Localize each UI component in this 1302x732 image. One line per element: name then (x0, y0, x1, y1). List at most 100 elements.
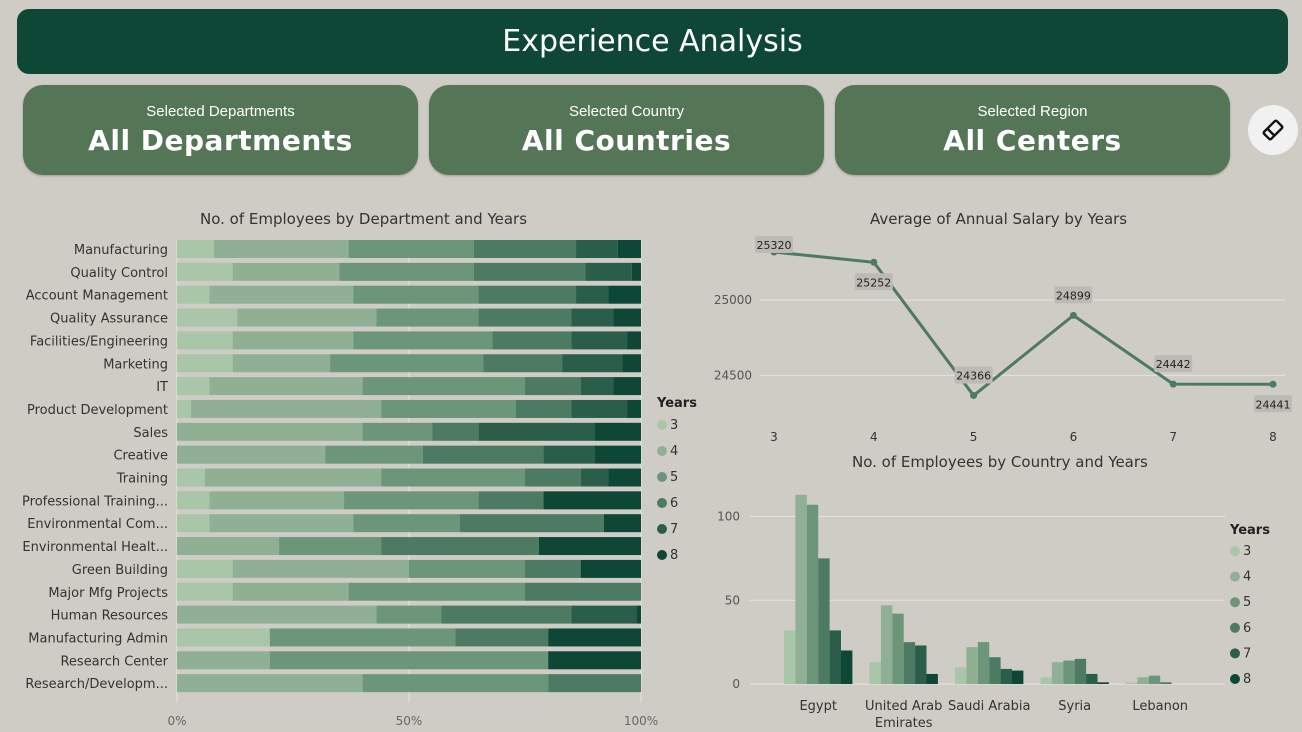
bar-segment[interactable] (177, 582, 233, 601)
bar[interactable] (1148, 675, 1161, 684)
bar[interactable] (818, 558, 830, 684)
bar-segment[interactable] (269, 628, 456, 647)
data-point[interactable] (1269, 380, 1277, 388)
bar-segment[interactable] (571, 331, 628, 350)
bar-segment[interactable] (209, 514, 354, 533)
bar-segment[interactable] (460, 514, 604, 533)
bar-segment[interactable] (177, 422, 363, 441)
bar-segment[interactable] (631, 262, 641, 281)
bar-segment[interactable] (344, 491, 479, 510)
bar[interactable] (903, 642, 916, 684)
bar-segment[interactable] (576, 285, 609, 304)
selected-country-card[interactable]: Selected Country All Countries (429, 85, 824, 175)
bar-segment[interactable] (214, 240, 349, 258)
bar-segment[interactable] (177, 514, 210, 533)
bar-segment[interactable] (525, 582, 641, 601)
bar[interactable] (1063, 660, 1075, 684)
bar[interactable] (1160, 682, 1172, 684)
bar[interactable] (989, 657, 1001, 684)
bar-segment[interactable] (177, 262, 233, 281)
bar-segment[interactable] (209, 491, 345, 510)
bar-segment[interactable] (483, 354, 563, 373)
selected-departments-card[interactable]: Selected Departments All Departments (23, 85, 418, 175)
bar[interactable] (977, 642, 990, 684)
bar-segment[interactable] (627, 399, 641, 418)
bar[interactable] (1126, 682, 1138, 684)
bar[interactable] (1086, 673, 1098, 684)
bar-segment[interactable] (376, 308, 479, 327)
bar-segment[interactable] (177, 559, 233, 578)
bar-segment[interactable] (232, 331, 354, 350)
bar-segment[interactable] (580, 559, 641, 578)
bar-segment[interactable] (538, 537, 641, 556)
bar-segment[interactable] (613, 377, 641, 396)
bar-segment[interactable] (376, 605, 442, 624)
bar-segment[interactable] (548, 651, 641, 670)
bar-segment[interactable] (478, 285, 577, 304)
bar-segment[interactable] (177, 308, 238, 327)
clear-filters-button[interactable] (1248, 105, 1298, 155)
bar[interactable] (1137, 677, 1149, 684)
bar-segment[interactable] (381, 537, 539, 556)
bar-segment[interactable] (177, 445, 326, 464)
bar-segment[interactable] (177, 537, 280, 556)
bar-segment[interactable] (548, 628, 641, 647)
bar-segment[interactable] (362, 674, 549, 693)
bar-segment[interactable] (177, 240, 215, 258)
bar-segment[interactable] (381, 399, 516, 418)
bar-segment[interactable] (608, 285, 641, 304)
bar-segment[interactable] (613, 308, 641, 327)
bar-segment[interactable] (353, 331, 493, 350)
bar-segment[interactable] (432, 422, 479, 441)
bar-segment[interactable] (594, 445, 641, 464)
bar[interactable] (1097, 682, 1109, 684)
data-point[interactable] (870, 258, 878, 266)
bar-segment[interactable] (543, 445, 595, 464)
bar-segment[interactable] (209, 285, 354, 304)
bar-segment[interactable] (348, 240, 474, 258)
bar-segment[interactable] (478, 491, 544, 510)
bar-segment[interactable] (580, 377, 614, 396)
bar-segment[interactable] (627, 331, 641, 350)
bar-segment[interactable] (232, 559, 409, 578)
data-point[interactable] (1169, 380, 1177, 388)
bar[interactable] (955, 667, 967, 684)
bar[interactable] (795, 494, 807, 684)
bar-segment[interactable] (353, 514, 461, 533)
bar-segment[interactable] (177, 468, 205, 487)
bar-segment[interactable] (177, 285, 210, 304)
bar[interactable] (966, 647, 978, 684)
data-point[interactable] (970, 392, 978, 400)
bar[interactable] (784, 630, 796, 684)
bar-segment[interactable] (422, 445, 544, 464)
bar-segment[interactable] (478, 308, 572, 327)
bar-segment[interactable] (543, 491, 641, 510)
bar-segment[interactable] (548, 674, 641, 693)
data-point[interactable] (1069, 311, 1077, 319)
bar-segment[interactable] (478, 422, 595, 441)
bar-segment[interactable] (348, 582, 525, 601)
bar-segment[interactable] (177, 605, 377, 624)
bar-segment[interactable] (353, 285, 479, 304)
bar-segment[interactable] (571, 605, 637, 624)
bar-segment[interactable] (177, 399, 191, 418)
bar[interactable] (829, 630, 841, 684)
bar-segment[interactable] (232, 262, 340, 281)
bar-segment[interactable] (622, 354, 641, 373)
bar[interactable] (1074, 658, 1087, 684)
bar[interactable] (1051, 662, 1064, 684)
bar-segment[interactable] (381, 468, 525, 487)
bar-segment[interactable] (594, 422, 641, 441)
bar-segment[interactable] (237, 308, 377, 327)
bar-segment[interactable] (571, 308, 614, 327)
bar-segment[interactable] (325, 445, 423, 464)
bar-segment[interactable] (580, 468, 609, 487)
bar-segment[interactable] (473, 262, 586, 281)
bar-segment[interactable] (608, 468, 641, 487)
selected-region-card[interactable]: Selected Region All Centers (835, 85, 1230, 175)
bar-segment[interactable] (209, 377, 363, 396)
bar-segment[interactable] (525, 468, 581, 487)
bar-segment[interactable] (177, 674, 363, 693)
bar-segment[interactable] (339, 262, 474, 281)
bar-segment[interactable] (603, 514, 641, 533)
